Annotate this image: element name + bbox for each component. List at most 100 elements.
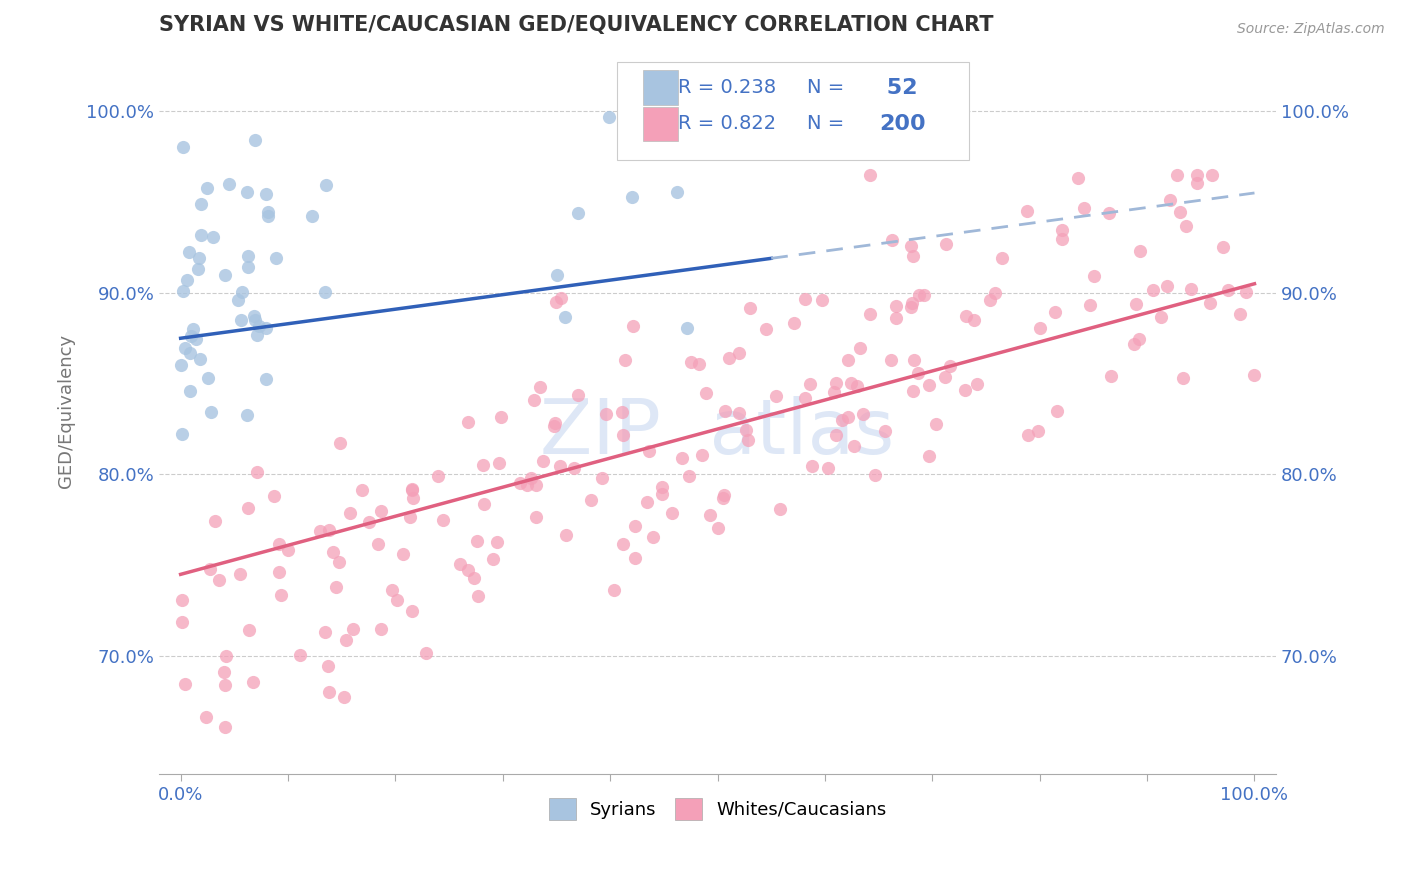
Point <box>595 407 617 421</box>
Point <box>236 248 259 262</box>
Point <box>254 372 277 386</box>
Point <box>432 512 454 526</box>
Point <box>1128 332 1150 346</box>
Point <box>218 177 240 191</box>
Point <box>1149 310 1171 324</box>
Point <box>208 574 231 588</box>
Point <box>316 659 339 673</box>
Point <box>243 313 266 327</box>
Point <box>482 552 505 566</box>
Text: SYRIAN VS WHITE/CAUCASIAN GED/EQUIVALENCY CORRELATION CHART: SYRIAN VS WHITE/CAUCASIAN GED/EQUIVALENC… <box>159 15 994 35</box>
Point <box>641 530 664 544</box>
Point <box>187 251 209 265</box>
Point <box>329 435 352 450</box>
Point <box>267 537 290 551</box>
Point <box>903 353 925 368</box>
Y-axis label: GED/Equivalency: GED/Equivalency <box>58 334 75 488</box>
Point <box>550 459 572 474</box>
Point <box>738 301 761 315</box>
Point <box>235 408 257 422</box>
Point <box>900 301 922 315</box>
Point <box>254 321 277 335</box>
Point <box>707 521 730 535</box>
Point <box>1026 425 1049 439</box>
Point <box>339 506 361 520</box>
Point <box>318 685 340 699</box>
Point <box>678 469 700 483</box>
Point <box>170 358 193 372</box>
Point <box>247 318 270 333</box>
Point <box>465 533 488 548</box>
Point <box>486 535 509 549</box>
Point <box>176 273 198 287</box>
Point <box>900 296 922 310</box>
Point <box>1029 321 1052 335</box>
Point <box>859 168 882 182</box>
Point <box>688 357 710 371</box>
Point <box>963 312 986 326</box>
Point <box>884 310 907 325</box>
Point <box>228 293 250 307</box>
Point <box>401 483 423 497</box>
Point <box>728 345 751 359</box>
Point <box>823 385 845 400</box>
Point <box>254 187 277 202</box>
Point <box>322 544 344 558</box>
Point <box>1043 305 1066 319</box>
Point <box>1073 201 1095 215</box>
Point <box>270 587 292 601</box>
Point <box>242 675 264 690</box>
Point <box>863 468 886 483</box>
Point <box>562 460 585 475</box>
Point <box>591 470 613 484</box>
Point <box>188 351 211 366</box>
Point <box>269 565 291 579</box>
Point <box>567 387 589 401</box>
Point <box>238 623 260 637</box>
Point <box>179 244 201 259</box>
Point <box>243 309 266 323</box>
Point <box>190 197 212 211</box>
Point <box>837 353 859 368</box>
Point <box>236 260 259 274</box>
Point <box>831 413 853 427</box>
Point <box>463 570 485 584</box>
Point <box>489 410 512 425</box>
Point <box>1216 284 1239 298</box>
Point <box>187 262 209 277</box>
Point <box>325 580 347 594</box>
Point <box>873 424 896 438</box>
Point <box>457 563 479 577</box>
Point <box>769 502 792 516</box>
Point <box>184 332 207 346</box>
Point <box>392 548 415 562</box>
Point <box>1174 219 1197 233</box>
Point <box>824 376 846 391</box>
Point <box>934 370 956 384</box>
Point <box>676 320 699 334</box>
Point <box>200 404 222 418</box>
Point <box>610 405 633 419</box>
Point <box>543 419 565 434</box>
Point <box>509 475 531 490</box>
Point <box>314 625 336 640</box>
Point <box>846 379 869 393</box>
Point <box>367 536 389 550</box>
Point <box>342 622 364 636</box>
Text: Source: ZipAtlas.com: Source: ZipAtlas.com <box>1237 22 1385 37</box>
Point <box>1201 168 1223 182</box>
Text: 200: 200 <box>880 114 927 134</box>
Point <box>212 665 235 679</box>
Point <box>172 427 194 442</box>
Point <box>519 471 541 485</box>
Point <box>696 109 718 123</box>
Point <box>755 322 778 336</box>
Point <box>794 293 817 307</box>
Point <box>471 458 494 473</box>
Point <box>1168 205 1191 219</box>
Point <box>713 488 735 502</box>
Point <box>231 313 253 327</box>
Point <box>215 649 238 664</box>
Point <box>554 310 576 325</box>
Point <box>966 376 988 391</box>
